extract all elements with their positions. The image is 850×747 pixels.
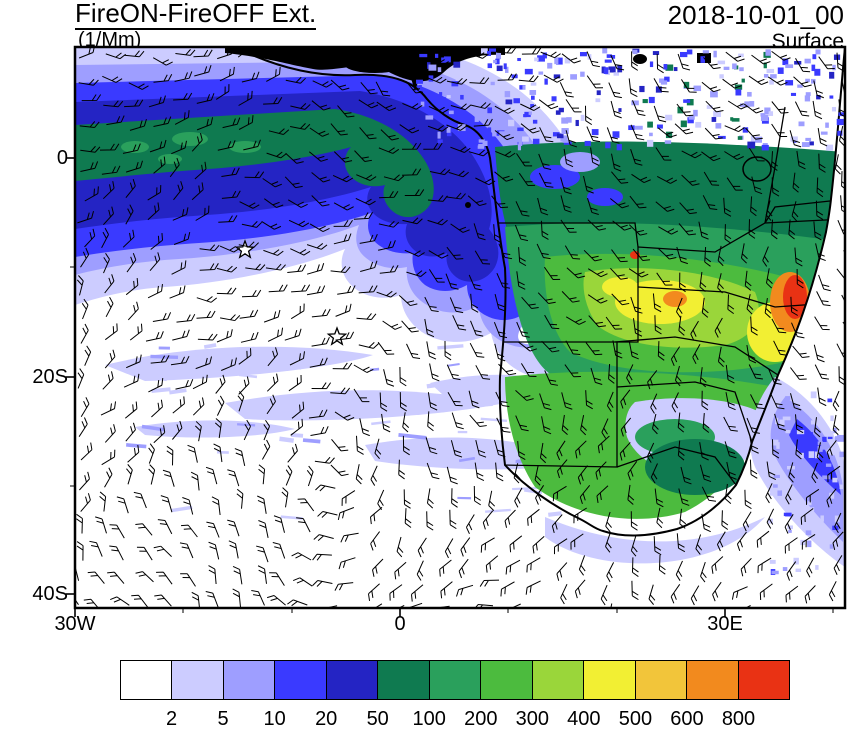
- colorbar-cell: [275, 661, 327, 699]
- colorbar-tick-label: 600: [670, 708, 704, 730]
- colorbar-labels: 2 5 10 20 50 100 200 300 400 500 600 800: [120, 708, 790, 734]
- wind-barbs: [75, 47, 845, 608]
- units-label: (1/Mm): [78, 29, 142, 51]
- x-axis-label-30w: 30W: [54, 613, 96, 635]
- colorbar-cell: [584, 661, 636, 699]
- colorbar-tick-label: 400: [567, 708, 601, 730]
- colorbar-cell: [121, 661, 173, 699]
- plot-frame: [73, 45, 847, 610]
- colorbar-tick-label: 20: [315, 708, 338, 730]
- colorbar-cell: [687, 661, 739, 699]
- colorbar-tick-label: 10: [263, 708, 286, 730]
- smoke-plume: [75, 47, 765, 564]
- colorbar-cell: [635, 661, 688, 699]
- colorbar-tick-label: 300: [515, 708, 549, 730]
- colorbar-cell: [481, 661, 533, 699]
- colorbar-cell: [172, 661, 224, 699]
- colorbar-cell: [738, 661, 790, 699]
- colorbar-tick-label: 200: [464, 708, 498, 730]
- colorbar-tick-label: 50: [366, 708, 389, 730]
- x-axis-label-0: 0: [394, 613, 406, 635]
- land-aerosol-field: [495, 141, 845, 519]
- y-axis-label-20s: 20S: [32, 366, 68, 388]
- y-axis-label-0: 0: [56, 147, 68, 169]
- colorbar-tick-label: 5: [217, 708, 229, 730]
- plot-title: FireON-FireOFF Ext.: [75, 0, 317, 31]
- x-axis-label-30e: 30E: [707, 613, 743, 635]
- datetime-label: 2018-10-01_00: [667, 0, 844, 30]
- station-marker-star: [326, 326, 348, 346]
- y-axis-label-40s: 40S: [32, 583, 68, 605]
- colorbar-tick-label: 2: [165, 708, 178, 730]
- colorbar-tick-label: 100: [412, 708, 446, 730]
- africa-coastline: [234, 47, 845, 537]
- colorbar-tick-label: 500: [618, 708, 653, 730]
- colorbar-cell: [326, 661, 379, 699]
- colorbar-cell: [532, 661, 585, 699]
- colorbar-cell: [223, 661, 276, 699]
- colorbar-tick-label: 800: [721, 708, 756, 730]
- value-speckles: [412, 47, 845, 576]
- colorbar-cell: [429, 661, 482, 699]
- colorbar-cell: [378, 661, 430, 699]
- colorbar: [120, 660, 790, 700]
